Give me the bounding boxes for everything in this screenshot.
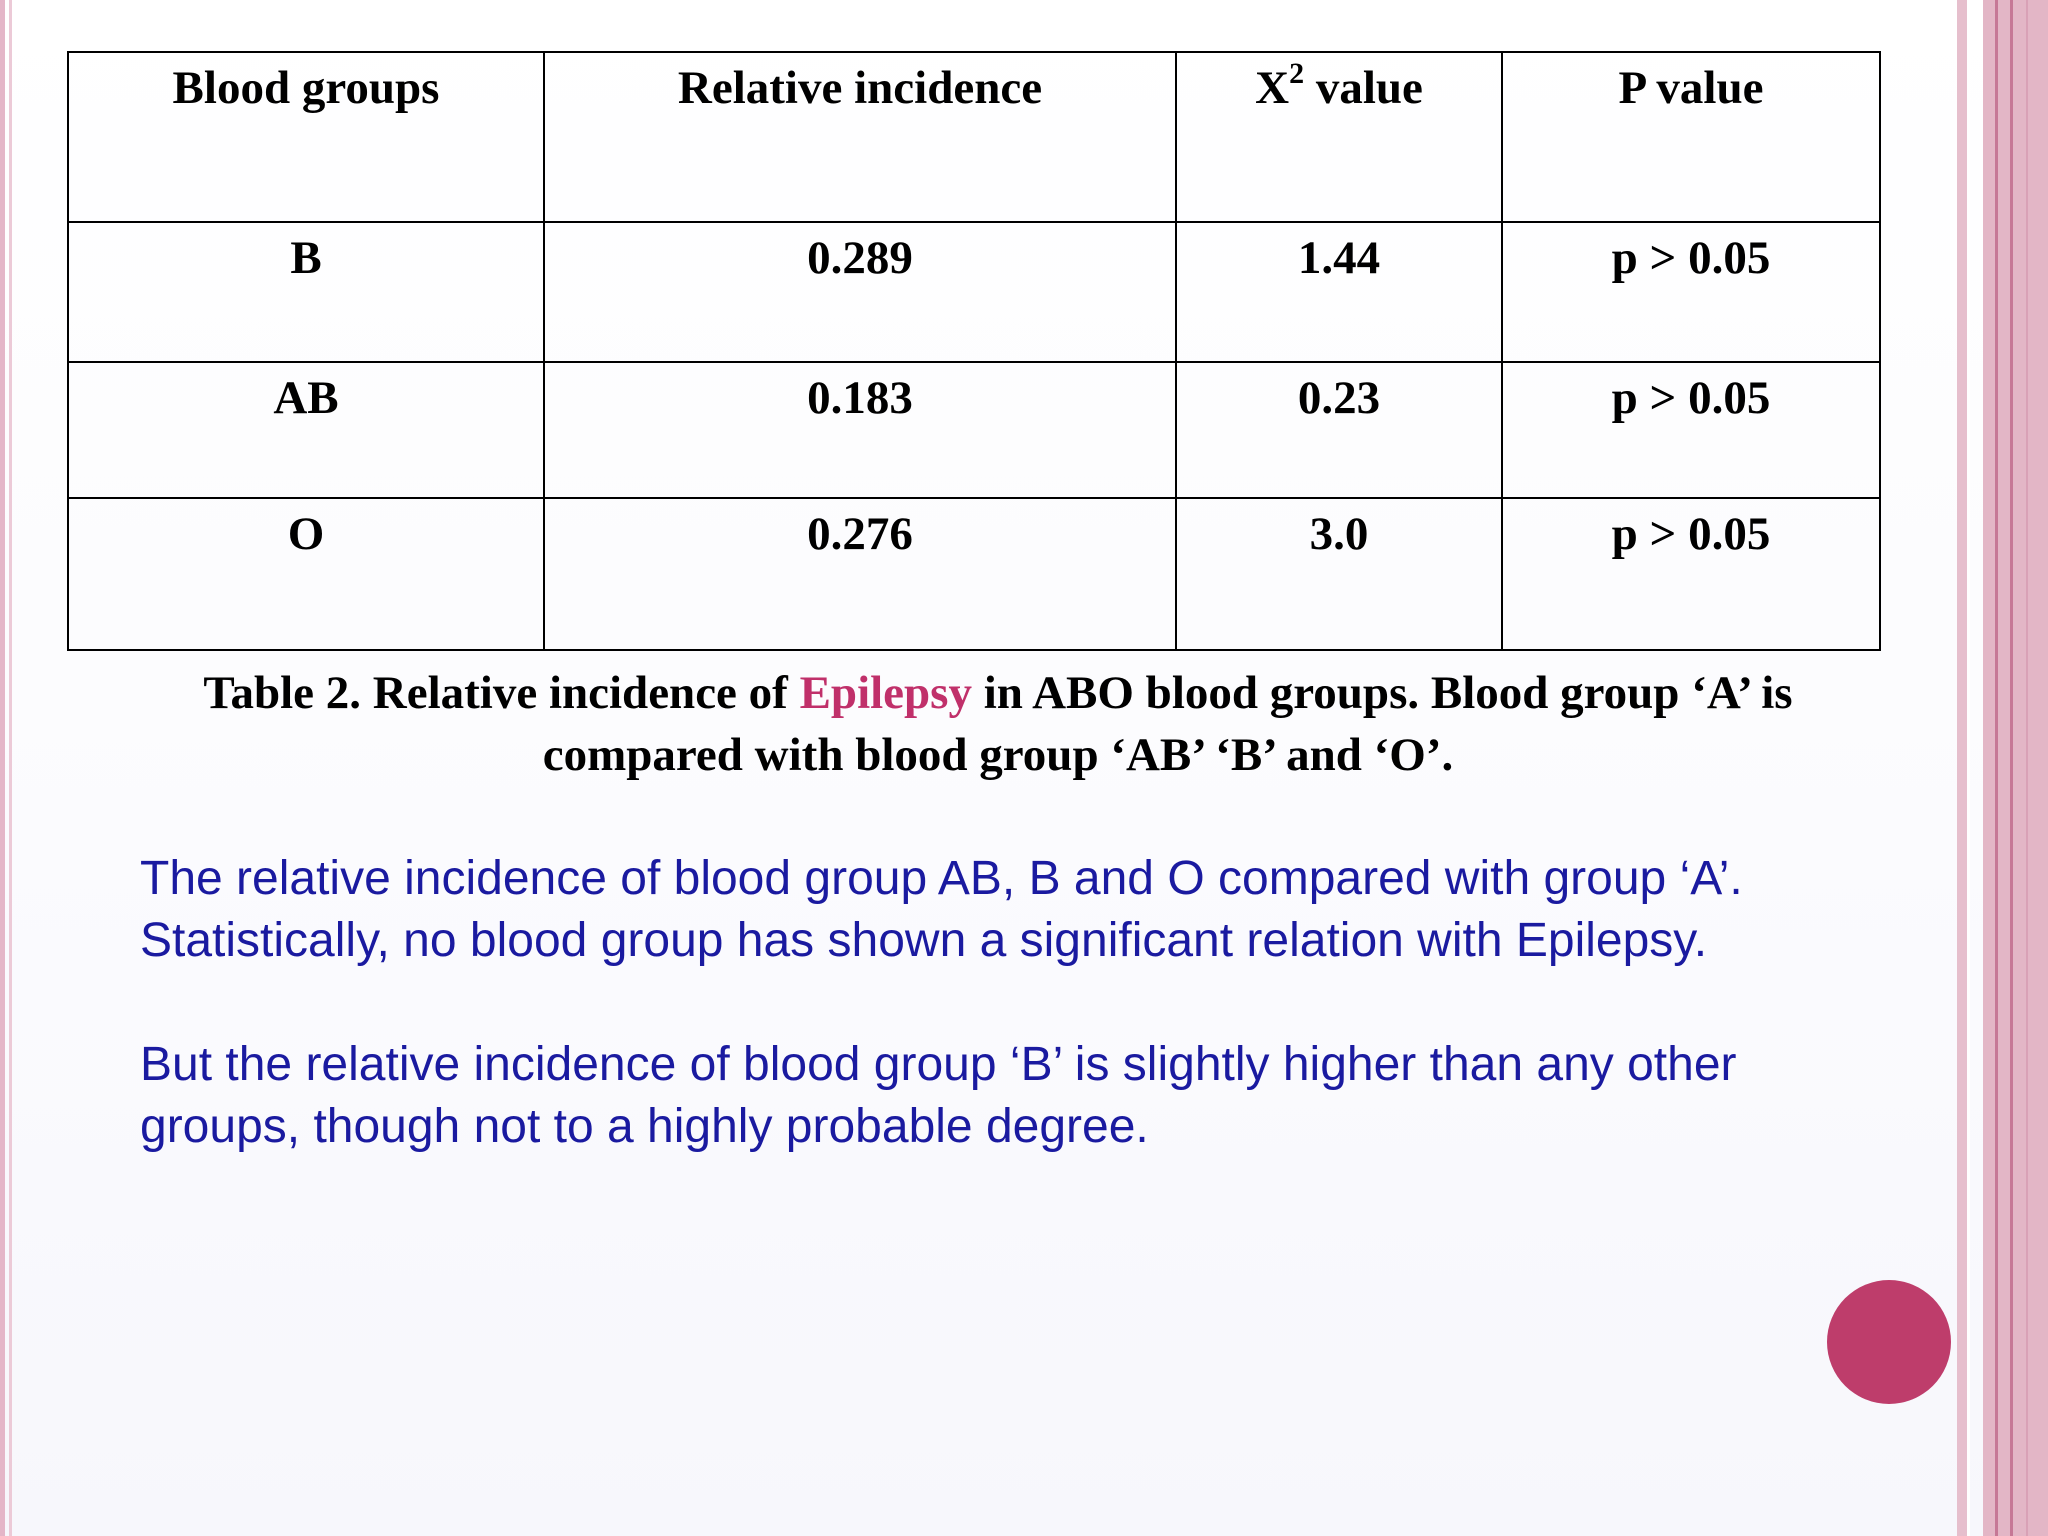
caption-highlight-epilepsy: Epilepsy: [799, 667, 972, 719]
header-blood-groups: Blood groups: [67, 51, 545, 223]
cell-group: B: [67, 221, 545, 363]
cell-x2: 1.44: [1175, 221, 1503, 363]
caption-text-before: Table 2. Relative incidence of: [203, 667, 800, 719]
caption-text-after: in ABO blood groups. Blood group ‘A’ is …: [542, 667, 1793, 781]
right-border-band: [1957, 0, 1967, 1536]
right-border-panel: [1983, 0, 2048, 1536]
header-x2-rest: value: [1304, 62, 1423, 114]
cell-p: p > 0.05: [1501, 221, 1881, 363]
cell-group: AB: [67, 361, 545, 499]
right-border-line: [2026, 0, 2028, 1536]
body-paragraph-1: The relative incidence of blood group AB…: [140, 852, 1743, 905]
header-x2-superscript: 2: [1289, 57, 1305, 90]
blood-group-table: Blood groups Relative incidence X2 value…: [67, 51, 1881, 651]
header-relative-incidence: Relative incidence: [543, 51, 1177, 223]
body-paragraph-3: But the relative incidence of blood grou…: [140, 1038, 1737, 1153]
right-border-line: [2010, 0, 2013, 1536]
header-x2-value: X2 value: [1175, 51, 1503, 223]
header-p-value: P value: [1501, 51, 1881, 223]
body-text: The relative incidence of blood group AB…: [140, 848, 1840, 1158]
table-header-row: Blood groups Relative incidence X2 value…: [67, 51, 1881, 223]
cell-p: p > 0.05: [1501, 361, 1881, 499]
cell-relative-incidence: 0.289: [543, 221, 1177, 363]
left-border-stripe: [0, 0, 5, 1536]
decorative-circle: [1827, 1280, 1951, 1404]
left-border-stripe-thin: [9, 0, 12, 1536]
header-x2-main: X: [1255, 62, 1290, 114]
table-row: O 0.276 3.0 p > 0.05: [67, 497, 1881, 651]
right-border-line: [1995, 0, 1998, 1536]
cell-p: p > 0.05: [1501, 497, 1881, 651]
cell-group: O: [67, 497, 545, 651]
paragraph-spacer: [140, 972, 1840, 1034]
cell-relative-incidence: 0.276: [543, 497, 1177, 651]
table-row: B 0.289 1.44 p > 0.05: [67, 221, 1881, 363]
cell-x2: 0.23: [1175, 361, 1503, 499]
table-row: AB 0.183 0.23 p > 0.05: [67, 361, 1881, 499]
table-caption: Table 2. Relative incidence of Epilepsy …: [108, 662, 1888, 786]
body-paragraph-2: Statistically, no blood group has shown …: [140, 914, 1708, 967]
cell-x2: 3.0: [1175, 497, 1503, 651]
right-border-gap: [1967, 0, 1970, 1536]
cell-relative-incidence: 0.183: [543, 361, 1177, 499]
